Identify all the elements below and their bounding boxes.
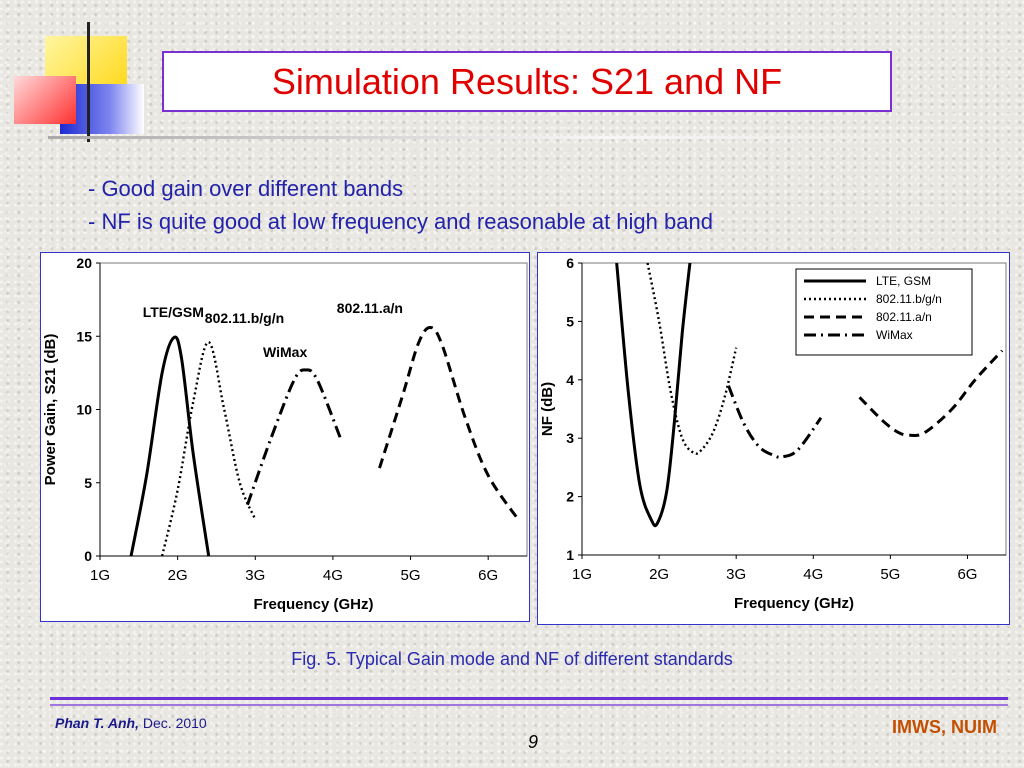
series-annotation: 802.11.a/n: [337, 300, 403, 316]
y-tick-label: 6: [566, 255, 574, 271]
x-tick-label: 5G: [880, 566, 900, 583]
footer-author: Phan T. Anh,: [55, 715, 139, 731]
page-number: 9: [528, 732, 539, 752]
legend-box: [795, 268, 973, 356]
y-tick-label: 5: [566, 313, 574, 329]
slide-title: Simulation Results: S21 and NF: [271, 60, 783, 102]
legend-label: 802.11.a/n: [876, 310, 932, 324]
y-tick-label: 2: [566, 489, 574, 505]
title-box: Simulation Results: S21 and NF: [162, 51, 892, 112]
series-annotation: WiMax: [263, 344, 307, 360]
y-tick-label: 10: [76, 402, 92, 418]
footer-divider-top: [50, 697, 1008, 700]
series-line-802-11-a-n: [858, 349, 1004, 438]
y-axis-label: NF (dB): [539, 382, 556, 436]
series-line-802-11-a-n: [378, 325, 521, 522]
series-annotation: 802.11.b/g/n: [205, 310, 284, 326]
bullet-item: - Good gain over different bands: [88, 176, 404, 201]
footer-date: Dec. 2010: [139, 715, 207, 731]
legend-label: WiMax: [876, 328, 913, 342]
series-line-lte-gsm: [615, 263, 692, 528]
nf-chart-frame: 1 2 3 4 5 6 1G 2G 3G 4G 5G 6G Frequency (GHz) NF (dB)…: [537, 252, 1010, 625]
deco-vertical-line: [87, 22, 90, 142]
series-annotation: LTE/GSM: [143, 304, 204, 320]
plot-area: [99, 262, 528, 557]
x-tick-label: 2G: [168, 567, 188, 584]
x-tick-label: 5G: [401, 567, 421, 584]
x-tick-label: 2G: [649, 566, 669, 583]
bullet-item: - NF is quite good at low frequency and …: [88, 209, 713, 234]
y-tick-label: 1: [566, 547, 574, 563]
y-tick-label: 5: [84, 475, 92, 491]
gain-chart-frame: 0 5 10 15 20 1G 2G 3G 4G 5G 6G Frequency (GHz) Power…: [40, 252, 530, 622]
legend-label: 802.11.b/g/n: [876, 292, 942, 306]
x-tick-label: 4G: [323, 567, 343, 584]
y-tick-label: 15: [76, 328, 92, 344]
y-tick-label: 4: [566, 372, 574, 388]
figure-caption: Fig. 5. Typical Gain mode and NF of diff…: [291, 649, 733, 669]
x-tick-label: 1G: [90, 567, 110, 584]
series-line-lte-gsm: [129, 335, 211, 556]
nf-chart: 1 2 3 4 5 6 1G 2G 3G 4G 5G 6G Frequency (GHz) NF (dB)…: [539, 255, 1007, 612]
gain-chart: 0 5 10 15 20 1G 2G 3G 4G 5G 6G Frequency (GHz) Power…: [42, 255, 528, 613]
x-tick-label: 4G: [803, 566, 823, 583]
x-axis-label: Frequency (GHz): [253, 596, 373, 613]
y-tick-label: 20: [76, 255, 92, 271]
y-tick-label: 3: [566, 430, 574, 446]
x-axis-label: Frequency (GHz): [734, 595, 854, 612]
footer-organization: IMWS, NUIM: [892, 717, 997, 737]
bullet-list: - Good gain over different bands - NF is…: [88, 172, 713, 238]
series-line-wimax: [246, 368, 343, 506]
footer-divider-bottom: [50, 704, 1008, 706]
x-tick-label: 3G: [245, 567, 265, 584]
x-tick-label: 3G: [726, 566, 746, 583]
x-tick-label: 1G: [572, 566, 592, 583]
x-tick-label: 6G: [478, 567, 498, 584]
deco-red-square: [14, 76, 76, 124]
x-tick-label: 6G: [957, 566, 977, 583]
legend-label: LTE, GSM: [876, 274, 931, 288]
y-axis-label: Power Gain, S21 (dB): [42, 334, 59, 486]
y-tick-label: 0: [84, 548, 92, 564]
footer-author-date: Phan T. Anh, Dec. 2010: [55, 715, 207, 731]
title-underline: [48, 136, 970, 139]
